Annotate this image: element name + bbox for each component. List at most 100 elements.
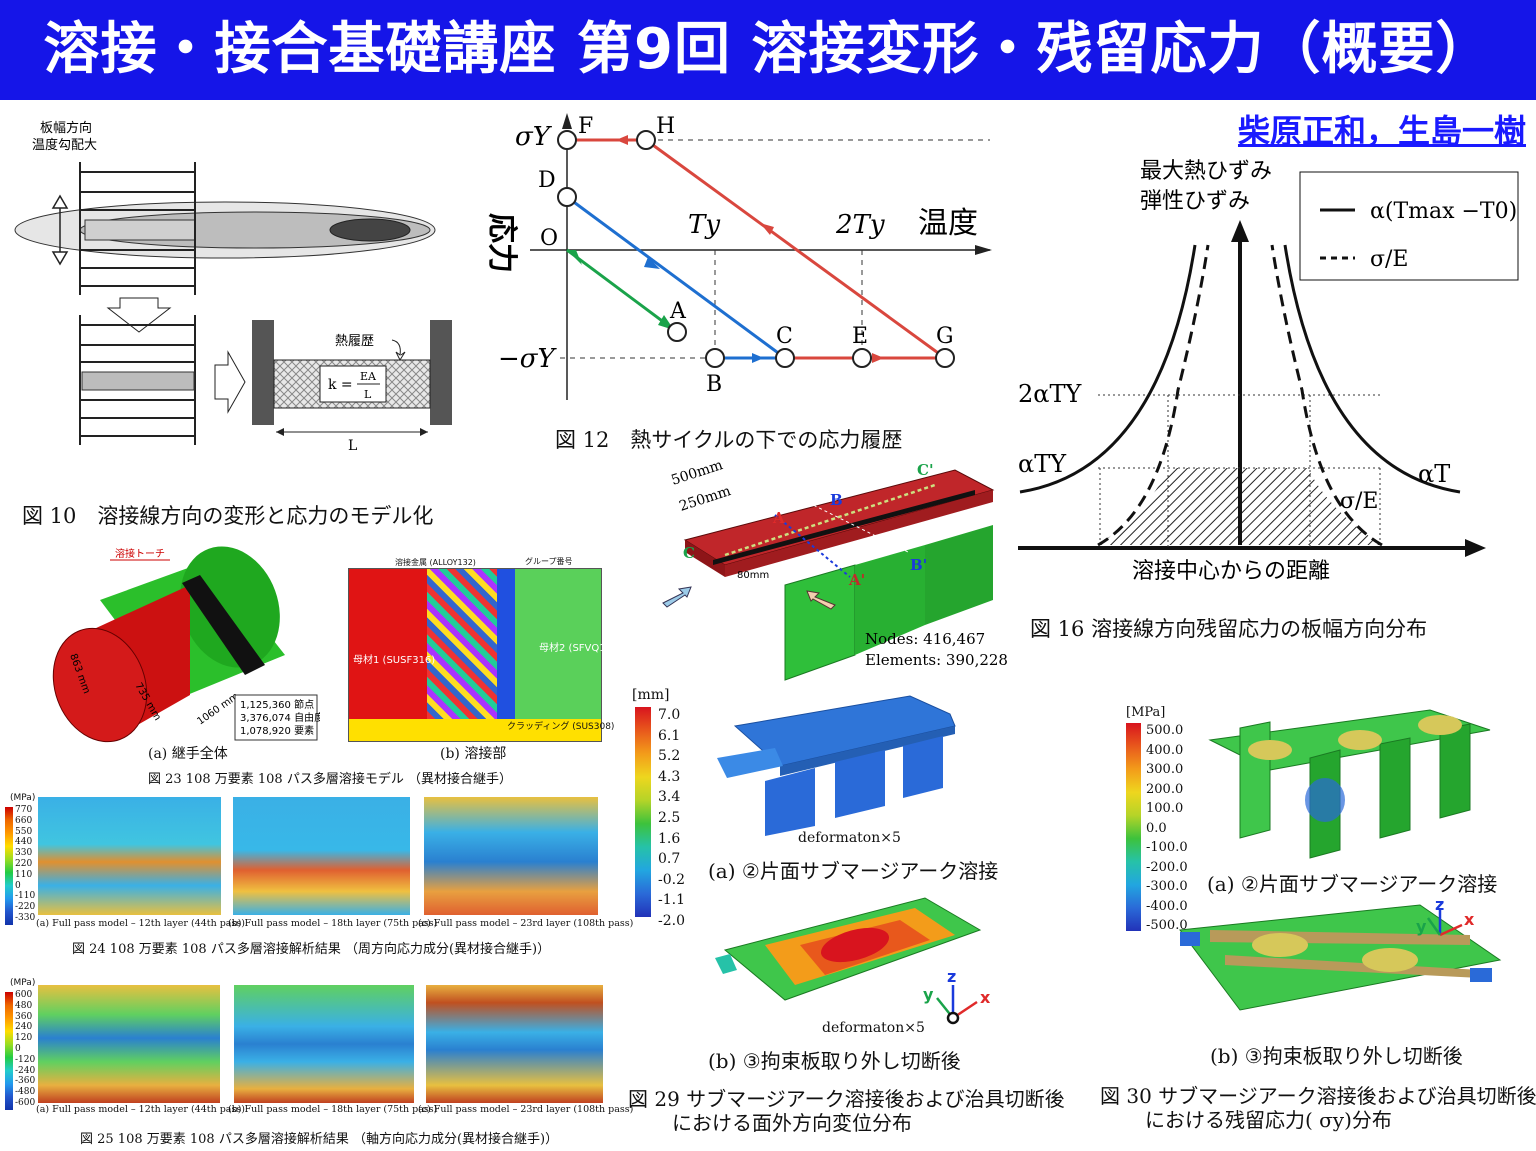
fig10-hatch-top	[84, 219, 196, 241]
mesh-arrow-left-icon	[662, 586, 692, 608]
fig29-axis-x: x	[980, 988, 991, 1007]
fig30-plot-b: z x y	[1179, 900, 1502, 1011]
fig29-tick: -1.1	[658, 892, 685, 909]
mesh-nodes: Nodes: 416,467	[865, 630, 985, 648]
fig25-tick: -600	[15, 1097, 36, 1108]
fig30-colorbar: [MPa] 500.0 400.0 300.0 200.0 100.0 0.0 -100.0…	[1122, 705, 1202, 935]
fig16-label-aT: αT	[1418, 460, 1450, 488]
fig16-curve-dashed-right	[1270, 244, 1383, 547]
fig29-tick: 4.3	[658, 768, 681, 785]
fig30-caption-1: 図 30 サブマージアーク溶接後および治具切断後	[1100, 1084, 1536, 1108]
fig29-deform-b: deformaton×5	[822, 1020, 925, 1036]
fig30-axis-z: z	[1435, 900, 1444, 914]
mesh-dim-80: 80mm	[737, 570, 769, 581]
fig30-plot-a	[1208, 709, 1491, 859]
fig24-colorbar: (MPa) 770 660 550 440 330 220 110 0 -110 -220 -330	[5, 793, 39, 928]
fig16-legend-dashed: σ/E	[1370, 247, 1409, 272]
fig29-tick: 7.0	[658, 707, 681, 723]
fig10-diagram: 板幅方向温度勾配大 k = EA L 熱履歴 L	[14, 120, 452, 454]
fig29-tick: 1.6	[658, 830, 681, 847]
fig30-tick: -200.0	[1146, 859, 1188, 875]
fig23-pipe-model: 溶接トーチ 863 mm 735 mm 1060 mm 1,125,360 節点…	[52, 546, 320, 743]
fig12-label-E: E	[852, 324, 868, 349]
fig29-plot-a	[717, 695, 956, 836]
fig30-tick: 300.0	[1146, 762, 1184, 777]
fig24-tick: -220	[15, 902, 36, 913]
fig23-weld-metal: 溶接金属 (ALLOY132)	[395, 558, 476, 567]
fig25-unit: (MPa)	[10, 978, 36, 988]
fig23-stat-1: 1,125,360 節点	[240, 698, 314, 711]
fig29-ticks: 7.0 6.1 5.2 4.3 3.4 2.5 1.6 0.7 -0.2 -1.1 -2.0	[658, 705, 685, 932]
fig16-ylabel-1: 最大熱ひずみ	[1140, 159, 1272, 184]
fig16-label-sE: σ/E	[1340, 489, 1379, 514]
fig29-axis-z: z	[947, 967, 956, 986]
fig16-curve-dashed-left	[1097, 244, 1210, 547]
fig30-sub-a: (a) ②片面サブマージアーク溶接	[1207, 872, 1498, 896]
fig24-panel-c	[424, 797, 598, 915]
fig29-tick: 0.7	[658, 851, 681, 868]
fig30-tick: -500.0	[1146, 918, 1188, 933]
fig29-tick: -2.0	[658, 912, 685, 929]
authors: 柴原正和，生島一樹	[1237, 112, 1526, 150]
fig29-sub-a: (a) ②片面サブマージアーク溶接	[708, 859, 999, 883]
fig24-tick: 440	[15, 837, 33, 848]
fig10-k: k =	[328, 377, 353, 393]
fig23-legend-group: グループ番号	[525, 557, 573, 566]
fig25-caption: 図 25 108 万要素 108 パス多層溶接解析結果 （軸方向応力成分(異材接…	[80, 1132, 559, 1147]
fig24-tick: 660	[15, 815, 33, 826]
fig16-curve-solid-right	[1283, 244, 1461, 494]
fig23-stat-2: 3,376,074 自由度	[240, 711, 320, 724]
fig16-tick-aTY: αTY	[1018, 450, 1067, 478]
fig12-label-C: C	[776, 324, 793, 349]
fig23-caption: 図 23 108 万要素 108 パス多層溶接モデル （異材接合継手）	[148, 772, 512, 787]
fig10-label-gradient: 板幅方向温度勾配大	[32, 120, 97, 153]
fig30-tick: 200.0	[1146, 781, 1184, 797]
fig16-caption: 図 16 溶接線方向残留応力の板幅方向分布	[1030, 617, 1428, 641]
mesh-dim-500: 500mm	[669, 457, 725, 489]
fig10-L: L	[348, 438, 357, 454]
fig25-tick: -240	[15, 1065, 36, 1076]
fig12-point-B	[705, 348, 725, 368]
fig25-panel-a	[38, 985, 220, 1103]
fig25-tick: 0	[15, 1043, 21, 1054]
fig16-legend	[1299, 171, 1519, 281]
fig30-ticks: 500.0 400.0 300.0 200.0 100.0 0.0 -100.0 -200.0…	[1146, 721, 1188, 936]
fig23-base1: 母材1 (SUSF316)	[353, 655, 436, 666]
fig25-tick: 240	[15, 1022, 33, 1033]
fig25-panel-a-label: (a) Full pass model – 12th layer (44th p…	[36, 1104, 245, 1115]
fig12-label-F: F	[578, 114, 593, 139]
fig24-tick: 0	[15, 880, 21, 891]
fig25-tick: 480	[15, 1000, 33, 1011]
fig12-point-F	[557, 130, 577, 150]
fig30-unit: [MPa]	[1126, 705, 1166, 720]
down-arrow-icon	[106, 297, 172, 333]
fig12-caption: 図 12 熱サイクルの下での応力履歴	[555, 428, 903, 452]
fig25-panel-b-label: (b) Full pass model – 18th layer (75th p…	[228, 1104, 438, 1115]
fig12-label-D: D	[538, 168, 556, 193]
title-bar	[0, 0, 1536, 100]
fig23-base2: 母材2 (SFVQ1A)	[539, 643, 617, 654]
fig30-tick: -300.0	[1146, 879, 1188, 894]
fig16-ylabel-2: 弾性ひずみ	[1140, 189, 1250, 214]
fig25-tick: 120	[15, 1033, 33, 1044]
fig29-tick: 6.1	[658, 727, 681, 744]
fig10-k-num: EA	[360, 370, 377, 383]
mesh-dim-250: 250mm	[677, 483, 733, 515]
fig12-path-DC	[566, 195, 786, 360]
fig29-deform-a: deformaton×5	[798, 830, 901, 846]
fig12-label-H: H	[656, 114, 675, 139]
mesh-point-A: A	[772, 509, 785, 527]
fig12-path-GH	[645, 138, 946, 360]
fig16-legend-solid: α(Tmax −T0)	[1370, 199, 1517, 224]
fig12-label-A: A	[669, 299, 687, 324]
fig16-xlabel: 溶接中心からの距離	[1132, 559, 1330, 584]
fig30-tick: -400.0	[1146, 898, 1188, 914]
fig24-panel-c-label: (c) Full pass model – 23rd layer (108th …	[418, 918, 634, 929]
fig25-tick: 360	[15, 1011, 33, 1022]
fig29-tick: -0.2	[658, 871, 685, 888]
fig23-dim-3: 1060 mm	[195, 691, 241, 728]
fig12-label-G: G	[936, 324, 954, 349]
fig12-axis-x: 温度	[918, 206, 978, 241]
mesh-point-B: B	[830, 491, 843, 509]
fig30-tick: 0.0	[1146, 820, 1167, 836]
